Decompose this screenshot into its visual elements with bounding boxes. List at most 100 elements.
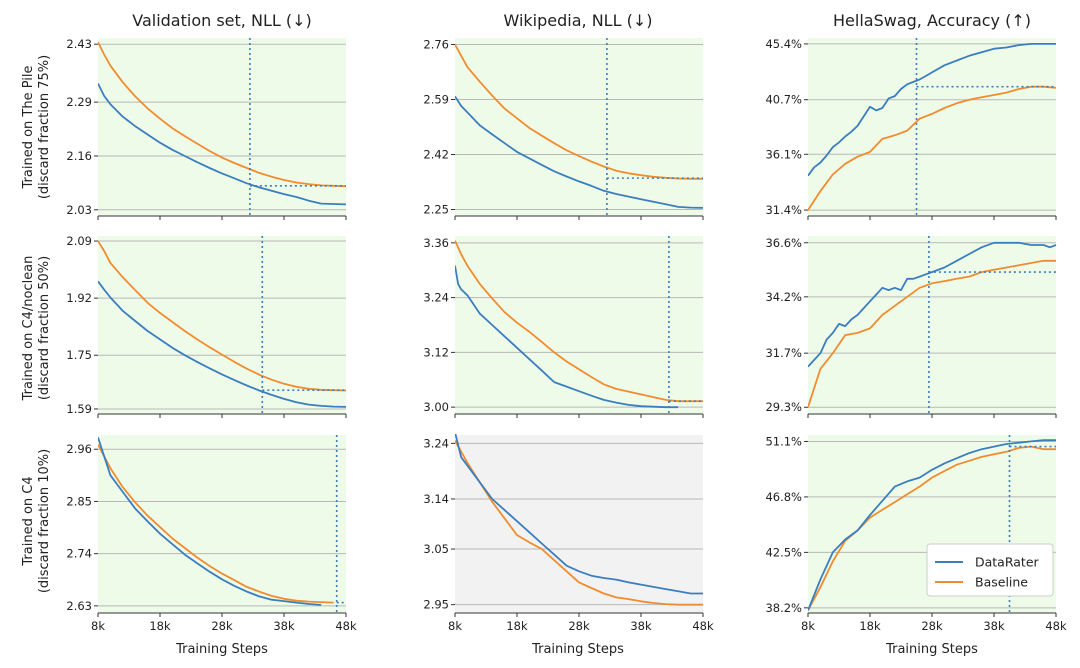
y-tick-label: 29.3% [765,400,802,414]
x-axis-labels: Training Steps Training Steps Training S… [175,642,978,657]
legend-label-baseline: Baseline [975,575,1028,590]
series-line-datarater [808,439,1056,611]
panel-r1-c0: 1.59 1.75 1.92 2.09 [66,234,347,418]
legend-label-datarater: DataRater [975,555,1040,570]
x-axis-label: Training Steps [885,642,978,657]
panel-r2-c1: 2.95 3.05 3.14 3.24 8k 18k 28k 38k 48k [423,434,714,633]
y-tick-label: 51.1% [765,434,802,448]
y-tick-label: 2.43 [66,37,92,51]
x-tick-label: 18k [506,619,528,633]
panel-r1-c1: 3.00 3.12 3.24 3.36 [423,236,704,418]
column-title: Validation set, NLL (↓) [132,11,312,30]
y-tick-label: 34.2% [765,290,802,304]
y-tick-label: 1.59 [66,402,92,416]
x-tick-label: 8k [448,619,462,633]
y-tick-label: 2.76 [423,37,449,51]
panel-r2-c2: 38.2% 42.5% 46.8% 51.1% 8k 18k 28k 38k 48k [765,434,1067,633]
series-line-datarater [98,280,347,408]
y-tick-label: 2.16 [66,149,92,163]
x-tick-label: 48k [1045,619,1067,633]
series-line-datarater [98,83,347,206]
panel-background [98,38,346,216]
y-tick-label: 2.25 [423,203,449,217]
series-line-datarater [455,265,679,409]
series-line-datarater [455,95,704,209]
panel-background [808,38,1056,216]
x-tick-label: 38k [273,619,295,633]
y-tick-label: 2.42 [423,148,449,162]
panel-background [98,435,346,613]
y-tick-label: 2.85 [66,494,92,508]
series-line-baseline [98,41,347,188]
panel-r0-c0: 2.03 2.16 2.29 2.43 [66,37,347,220]
x-tick-label: 8k [91,619,105,633]
y-tick-label: 3.05 [423,542,449,556]
series-line-datarater [455,434,703,595]
y-tick-label: 2.63 [66,599,92,613]
y-tick-label: 3.24 [423,436,449,450]
y-tick-label: 2.59 [423,92,449,106]
y-tick-label: 2.96 [66,442,92,456]
y-tick-label: 1.92 [66,291,92,305]
y-tick-label: 45.4% [765,37,802,51]
series-line-datarater [808,43,1056,177]
panel-background [455,236,703,414]
row-labels: Trained on The Pile (discard fraction 75… [21,55,52,593]
y-tick-label: 3.24 [423,291,449,305]
panel-background [98,236,346,414]
x-axis-label: Training Steps [531,642,624,657]
row-label: Trained on The Pile [21,66,36,190]
y-tick-label: 3.36 [423,236,449,250]
y-tick-label: 36.6% [765,236,802,250]
legend: DataRater Baseline [926,543,1054,597]
column-title: HellaSwag, Accuracy (↑) [833,11,1031,30]
series-line-baseline [98,444,334,604]
panel-r1-c2: 29.3% 31.7% 34.2% 36.6% [765,236,1057,418]
y-tick-label: 2.29 [66,95,92,109]
y-tick-label: 3.12 [423,345,449,359]
y-tick-label: 1.75 [66,348,92,362]
x-tick-label: 48k [335,619,357,633]
x-tick-label: 18k [149,619,171,633]
row-label: Trained on C4/noclean [21,256,36,402]
row-label-sub: (discard fraction 10%) [37,449,52,593]
x-tick-label: 28k [568,619,590,633]
series-line-datarater [808,241,1057,368]
series-line-datarater [98,437,322,606]
y-tick-label: 3.14 [423,492,449,506]
series-line-baseline [808,85,1057,211]
panel-background [455,38,703,216]
y-tick-label: 2.95 [423,598,449,612]
panel-background [455,435,703,613]
x-tick-label: 28k [211,619,233,633]
y-tick-label: 2.03 [66,203,92,217]
panel-r0-c1: 2.25 2.42 2.59 2.76 [423,37,704,220]
series-line-baseline [455,240,703,403]
y-tick-label: 46.8% [765,490,802,504]
panels: 2.03 2.16 2.29 2.43 2.25 2.42 2.59 2.76 31.4% 36.… [66,37,1067,633]
x-tick-label: 38k [630,619,652,633]
panel-r2-c0: 2.63 2.74 2.85 2.96 8k 18k 28k 38k 48k [66,435,357,633]
row-label: Trained on C4 [21,476,36,566]
panel-r0-c2: 31.4% 36.1% 40.7% 45.4% [765,37,1057,220]
y-tick-label: 42.5% [765,545,802,559]
x-tick-label: 8k [801,619,815,633]
x-tick-label: 38k [983,619,1005,633]
row-label-sub: (discard fraction 75%) [37,55,52,199]
series-line-baseline [455,44,703,180]
column-titles: Validation set, NLL (↓) Wikipedia, NLL (… [132,11,1031,30]
x-axis-label: Training Steps [175,642,268,657]
series-line-baseline [808,259,1056,408]
x-tick-label: 48k [692,619,714,633]
y-tick-label: 40.7% [765,93,802,107]
series-line-baseline [98,240,347,392]
y-tick-label: 31.4% [765,203,802,217]
y-tick-label: 3.00 [423,400,449,414]
y-tick-label: 2.74 [66,547,92,561]
y-tick-label: 31.7% [765,346,802,360]
x-tick-label: 18k [859,619,881,633]
x-tick-label: 28k [921,619,943,633]
y-tick-label: 2.09 [66,234,92,248]
y-tick-label: 38.2% [765,601,802,615]
